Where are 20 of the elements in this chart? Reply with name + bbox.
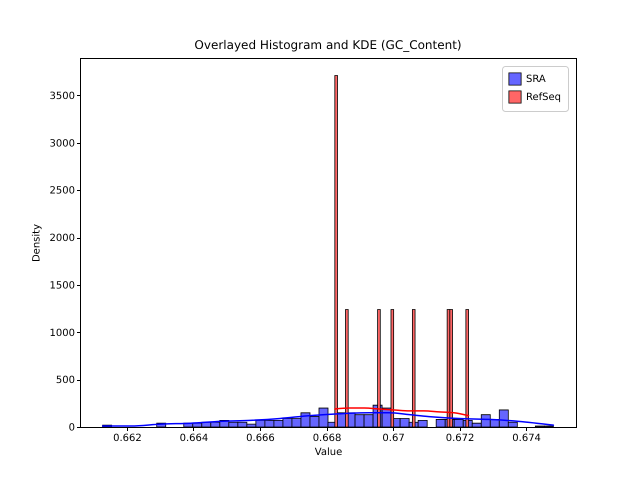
y-tick-label: 2500 — [50, 186, 75, 197]
y-axis-title: Density — [32, 224, 43, 262]
y-tick-label: 500 — [56, 375, 75, 386]
x-tick-label: 0.668 — [312, 433, 342, 444]
legend-label: RefSeq — [526, 92, 562, 103]
y-tick-label: 1500 — [50, 280, 75, 292]
x-tick-label: 0.672 — [446, 433, 474, 444]
x-tick-label: 0.664 — [180, 433, 208, 444]
y-tick-label: 3500 — [50, 90, 75, 102]
y-tick-label: 0 — [68, 422, 75, 434]
legend-label: SRA — [526, 74, 546, 85]
y-tick-label: 2000 — [50, 233, 75, 244]
chart-title: Overlayed Histogram and KDE (GC_Content) — [194, 38, 462, 52]
x-axis-title: Value — [314, 447, 342, 458]
x-tick-label: 0.666 — [246, 433, 275, 444]
y-tick-label: 3000 — [50, 138, 75, 150]
x-tick-label: 0.662 — [113, 433, 142, 444]
y-tick-label: 1000 — [50, 328, 75, 339]
x-tick-label: 0.67 — [382, 433, 405, 444]
x-tick-label: 0.674 — [512, 433, 541, 444]
